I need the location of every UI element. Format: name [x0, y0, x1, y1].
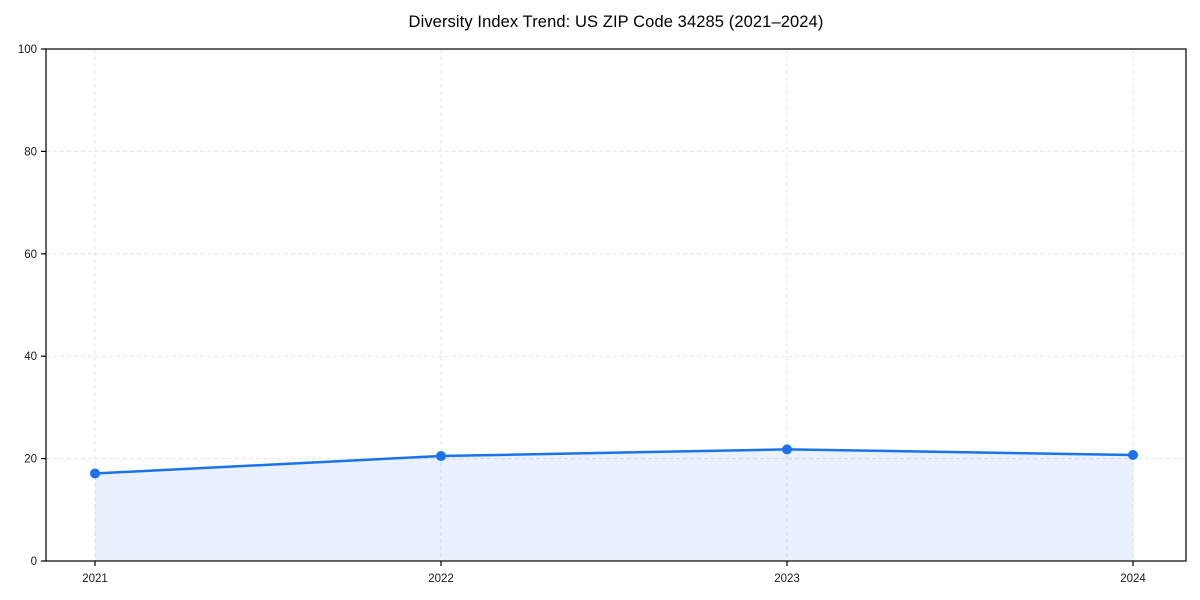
y-tick-label: 60 — [24, 249, 37, 261]
x-tick-label: 2024 — [1120, 573, 1146, 585]
data-point — [436, 451, 446, 462]
y-tick-label: 0 — [31, 556, 37, 568]
y-tick-label: 80 — [24, 146, 37, 158]
area-fill — [95, 449, 1133, 561]
x-tick-label: 2021 — [82, 573, 108, 585]
plot-border — [45, 48, 1187, 562]
y-tick-label: 40 — [24, 351, 37, 363]
y-tick-label: 20 — [24, 454, 37, 466]
series-line — [93, 448, 1135, 475]
y-tick-label: 100 — [18, 44, 37, 56]
data-point — [782, 444, 792, 455]
chart-title: Diversity Index Trend: US ZIP Code 34285… — [408, 13, 824, 31]
x-tick-label: 2022 — [428, 573, 454, 585]
x-tick-label: 2023 — [774, 573, 800, 585]
data-point — [90, 468, 100, 479]
data-point — [1128, 450, 1138, 461]
